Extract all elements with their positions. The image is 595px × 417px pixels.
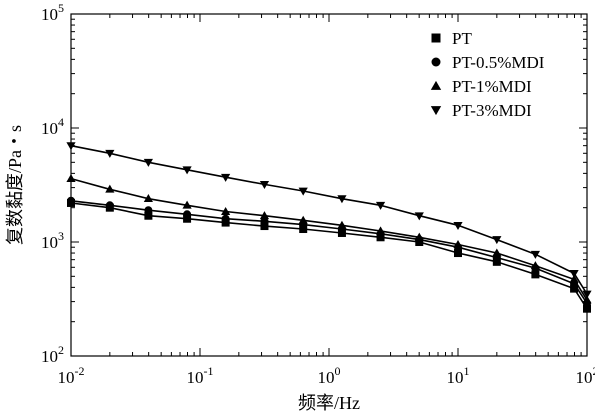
series-layer <box>66 142 592 313</box>
data-point <box>582 290 592 299</box>
y-tick-labels: 102 103 104 105 <box>41 1 64 366</box>
legend: PT PT-0.5%MDI PT-1%MDI PT-3%MDI <box>430 29 545 120</box>
data-point <box>260 217 269 226</box>
data-point <box>583 304 591 313</box>
data-point <box>143 158 153 167</box>
y-tick-label: 105 <box>41 1 64 24</box>
data-point <box>259 181 270 190</box>
x-tick-labels: 10-2 10-1 100 101 102 <box>58 364 595 387</box>
data-point <box>531 270 540 279</box>
data-point <box>414 232 424 241</box>
y-tick-label: 104 <box>41 115 64 138</box>
y-axis-title: 复数黏度/Pa・s <box>5 125 25 245</box>
legend-label: PT-1%MDI <box>452 77 532 96</box>
data-point <box>298 187 308 196</box>
data-point <box>453 239 463 248</box>
data-point <box>67 196 75 205</box>
x-tick-label: 101 <box>447 364 470 387</box>
data-point <box>492 257 501 266</box>
data-point <box>569 270 579 279</box>
data-point <box>453 221 463 230</box>
series-line <box>70 144 588 295</box>
data-point <box>144 206 153 215</box>
x-tick-label: 102 <box>576 364 595 387</box>
data-point <box>299 225 308 234</box>
data-point <box>454 249 462 258</box>
data-point <box>259 211 270 220</box>
data-point <box>105 149 115 158</box>
legend-marker <box>430 106 442 116</box>
data-point <box>492 236 502 245</box>
data-point <box>143 194 153 203</box>
legend-marker <box>430 80 442 90</box>
data-point <box>260 222 269 231</box>
legend-marker <box>431 57 441 67</box>
data-point <box>375 201 386 210</box>
data-point <box>414 212 424 221</box>
data-point <box>183 210 192 219</box>
data-point <box>66 173 76 182</box>
data-point <box>530 250 540 259</box>
series-2 <box>66 173 592 304</box>
data-point <box>182 200 192 209</box>
data-point <box>182 166 192 175</box>
series-0 <box>67 198 591 313</box>
series-1 <box>67 196 591 308</box>
data-point <box>492 248 502 257</box>
legend-marker <box>431 33 441 43</box>
data-point <box>221 214 230 223</box>
axis-ticks <box>70 13 588 357</box>
data-point <box>375 226 386 235</box>
data-point <box>144 211 153 220</box>
data-point <box>66 142 76 151</box>
data-point <box>298 215 308 224</box>
data-point <box>337 220 347 229</box>
y-tick-label: 102 <box>41 343 64 366</box>
data-point <box>105 201 114 210</box>
data-point <box>105 184 115 193</box>
legend-label: PT-3%MDI <box>452 101 532 120</box>
y-tick-label: 103 <box>41 229 64 252</box>
data-point <box>582 295 592 304</box>
data-point <box>221 173 231 182</box>
data-point <box>570 284 579 293</box>
legend-label: PT-0.5%MDI <box>452 53 545 72</box>
x-axis-title: 频率/Hz <box>298 393 360 413</box>
legend-label: PT <box>452 29 472 48</box>
x-tick-label: 10-2 <box>58 364 85 387</box>
data-point <box>530 261 540 270</box>
series-3 <box>66 142 592 299</box>
data-point <box>337 195 347 204</box>
data-point <box>183 214 192 223</box>
x-tick-label: 10-1 <box>187 364 214 387</box>
data-point <box>221 206 231 215</box>
x-tick-label: 100 <box>318 364 341 387</box>
data-point <box>569 274 579 283</box>
